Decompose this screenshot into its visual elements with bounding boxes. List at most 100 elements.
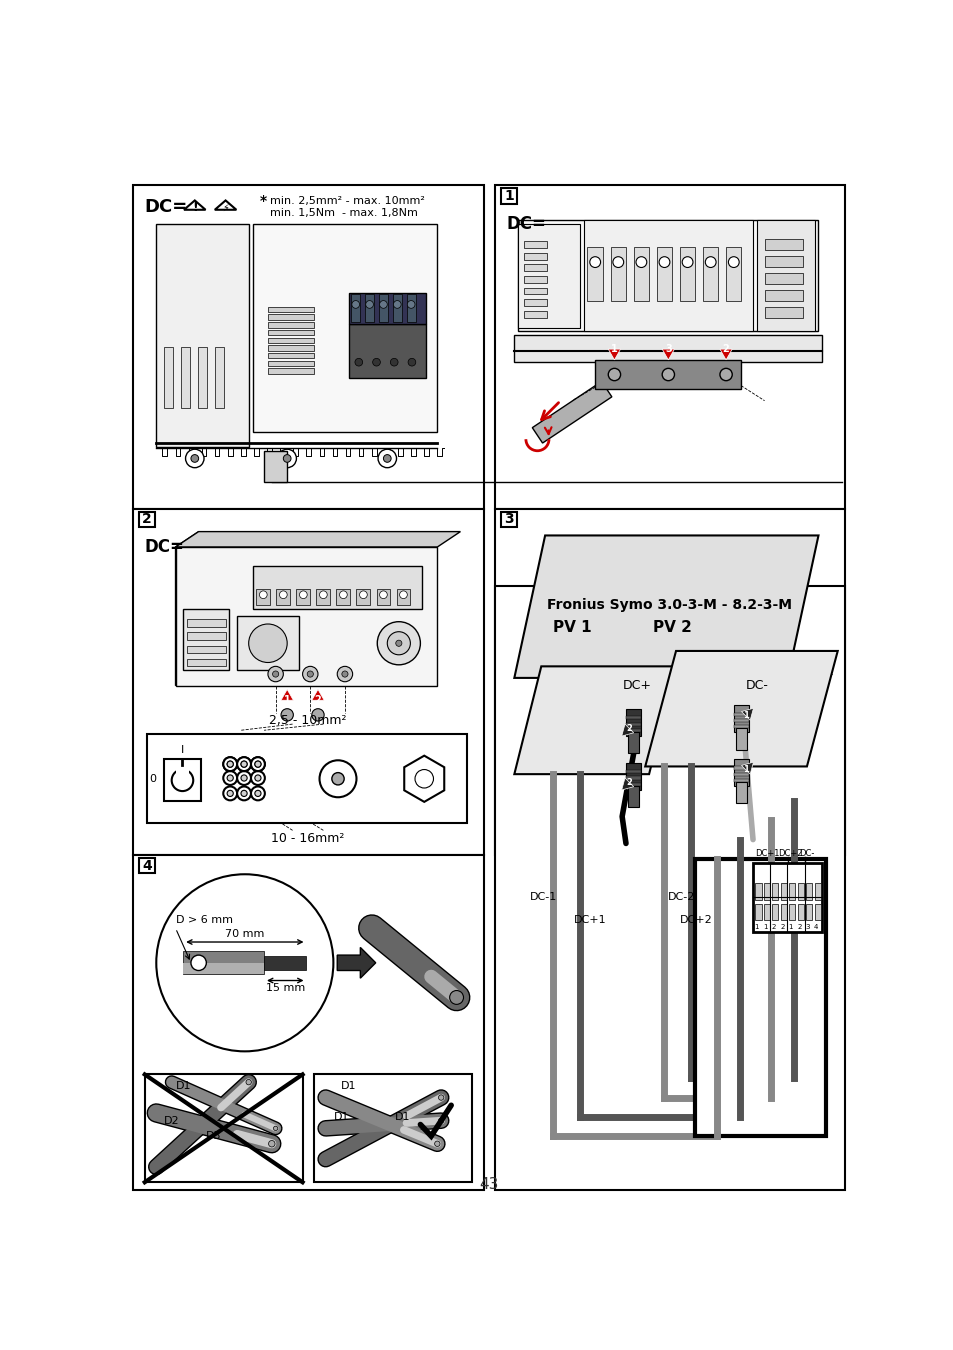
Bar [175, 547, 436, 686]
Circle shape [251, 787, 265, 801]
Bar [725, 247, 740, 301]
Polygon shape [514, 536, 818, 678]
Text: 2: 2 [314, 695, 321, 705]
Bar [625, 729, 640, 732]
Bar [628, 732, 639, 753]
Text: 3: 3 [503, 512, 514, 526]
Bar [733, 779, 748, 782]
Text: D3: D3 [206, 1131, 222, 1141]
Bar [763, 239, 802, 250]
Bar [772, 903, 778, 921]
Bar [495, 509, 844, 855]
Bar [733, 718, 748, 722]
Polygon shape [532, 382, 611, 443]
Circle shape [379, 301, 387, 308]
Bar [814, 883, 820, 899]
Circle shape [251, 757, 265, 771]
Bar [625, 783, 640, 786]
Bar [268, 360, 314, 366]
Circle shape [237, 757, 251, 771]
Bar [736, 728, 746, 749]
Text: 43: 43 [478, 1177, 498, 1192]
Bar [133, 185, 483, 509]
Polygon shape [740, 763, 753, 774]
Circle shape [227, 790, 233, 796]
Bar [524, 300, 547, 306]
Text: 4: 4 [142, 859, 152, 873]
Bar [583, 220, 752, 331]
Bar [524, 275, 547, 284]
Circle shape [223, 757, 237, 771]
Polygon shape [175, 532, 460, 547]
Bar [763, 306, 802, 317]
Polygon shape [514, 667, 676, 774]
Circle shape [283, 455, 291, 462]
Bar [628, 786, 639, 807]
Bar [763, 273, 802, 284]
Circle shape [395, 640, 401, 647]
Bar [145, 1075, 302, 1183]
Bar [625, 763, 640, 790]
Polygon shape [312, 690, 324, 701]
Bar [788, 883, 795, 899]
Circle shape [237, 771, 251, 784]
Text: 2: 2 [722, 344, 729, 354]
Bar [695, 859, 825, 1137]
Bar [780, 903, 786, 921]
Bar [139, 859, 154, 873]
Circle shape [254, 775, 261, 782]
Circle shape [223, 757, 237, 771]
Polygon shape [184, 200, 205, 209]
Circle shape [277, 450, 296, 467]
Bar [164, 347, 173, 409]
Text: DC=: DC= [145, 539, 185, 556]
Text: DC+1: DC+1 [755, 849, 779, 859]
Bar [268, 369, 314, 374]
Polygon shape [644, 651, 837, 767]
Bar [495, 185, 844, 509]
Bar [139, 512, 154, 526]
Bar [625, 776, 640, 779]
Bar [376, 590, 390, 605]
Bar [772, 883, 778, 899]
Text: 2,5 - 10mm²: 2,5 - 10mm² [269, 714, 346, 726]
Bar [187, 632, 225, 640]
Bar [517, 220, 818, 331]
Bar [253, 224, 436, 432]
Polygon shape [404, 756, 444, 802]
Text: Fronius Symo 3.0-3-M - 8.2-3-M: Fronius Symo 3.0-3-M - 8.2-3-M [547, 598, 792, 612]
Bar [814, 903, 820, 921]
Text: 1: 1 [754, 923, 759, 930]
Bar [181, 347, 190, 409]
Circle shape [268, 667, 283, 682]
Bar [156, 224, 249, 447]
Bar [763, 883, 769, 899]
Bar [500, 512, 517, 526]
Circle shape [407, 301, 415, 308]
Text: min. 1,5Nm  - max. 1,8Nm: min. 1,5Nm - max. 1,8Nm [270, 208, 417, 217]
Circle shape [393, 301, 400, 308]
Polygon shape [661, 350, 674, 360]
Text: 1: 1 [283, 695, 291, 705]
Bar [625, 771, 640, 774]
Bar [805, 883, 811, 899]
Bar [253, 566, 421, 609]
Bar [147, 734, 466, 822]
Circle shape [299, 591, 307, 598]
Circle shape [332, 772, 344, 784]
Circle shape [612, 256, 623, 267]
Circle shape [387, 632, 410, 655]
Circle shape [449, 991, 463, 1004]
Text: 1: 1 [762, 923, 767, 930]
Circle shape [359, 591, 367, 598]
Text: *: * [260, 193, 267, 208]
Circle shape [661, 369, 674, 381]
Text: 3: 3 [664, 344, 671, 354]
Bar [733, 759, 748, 786]
Circle shape [408, 358, 416, 366]
Circle shape [172, 769, 193, 791]
Bar [183, 952, 264, 975]
Circle shape [251, 771, 265, 784]
Bar [356, 590, 370, 605]
Bar [176, 765, 189, 776]
